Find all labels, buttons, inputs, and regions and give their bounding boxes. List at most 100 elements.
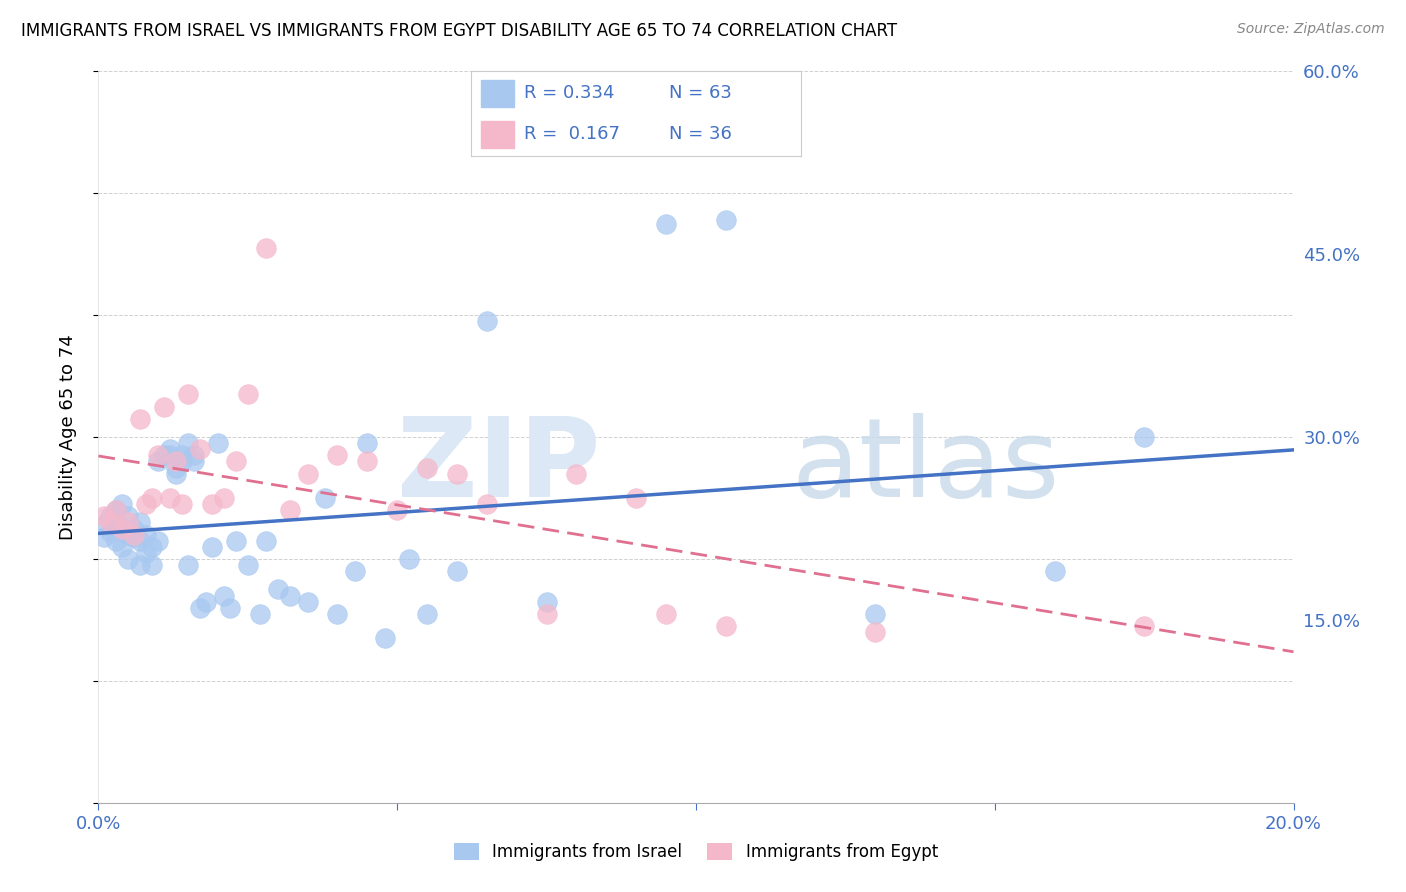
Point <box>105 533 128 548</box>
Point <box>129 412 152 426</box>
Point <box>536 607 558 621</box>
Point <box>93 530 115 544</box>
Point <box>117 552 139 566</box>
Point <box>475 497 498 511</box>
Point <box>278 503 301 517</box>
Point <box>278 589 301 603</box>
Text: ZIP: ZIP <box>396 413 600 520</box>
Point <box>177 436 200 450</box>
Point <box>129 533 152 548</box>
Point <box>129 516 152 530</box>
Point <box>98 525 122 540</box>
Legend: Immigrants from Israel, Immigrants from Egypt: Immigrants from Israel, Immigrants from … <box>447 836 945 868</box>
Point <box>416 460 439 475</box>
Point <box>183 454 205 468</box>
Point <box>117 516 139 530</box>
Point <box>124 527 146 541</box>
Point <box>153 400 176 414</box>
Point <box>356 454 378 468</box>
Point <box>865 607 887 621</box>
Point <box>565 467 588 481</box>
Point <box>398 552 420 566</box>
Point <box>124 530 146 544</box>
Point <box>141 491 163 505</box>
Point <box>1133 430 1156 444</box>
Point <box>212 589 235 603</box>
Text: R = 0.334: R = 0.334 <box>524 85 614 103</box>
Point <box>111 521 134 535</box>
Text: atlas: atlas <box>792 413 1060 520</box>
Point <box>129 558 152 573</box>
Point <box>177 558 200 573</box>
Point <box>236 387 259 401</box>
Text: IMMIGRANTS FROM ISRAEL VS IMMIGRANTS FROM EGYPT DISABILITY AGE 65 TO 74 CORRELAT: IMMIGRANTS FROM ISRAEL VS IMMIGRANTS FRO… <box>21 22 897 40</box>
Point <box>148 448 170 462</box>
Text: R =  0.167: R = 0.167 <box>524 125 620 143</box>
Point <box>172 454 194 468</box>
Point <box>148 533 170 548</box>
Bar <box>481 120 515 147</box>
Point <box>165 460 187 475</box>
Point <box>249 607 271 621</box>
Point <box>111 497 134 511</box>
Point <box>98 509 122 524</box>
Point <box>315 491 337 505</box>
Point <box>172 497 194 511</box>
Point <box>177 387 200 401</box>
Point <box>865 625 887 640</box>
Point <box>111 521 134 535</box>
Point <box>165 467 187 481</box>
Y-axis label: Disability Age 65 to 74: Disability Age 65 to 74 <box>59 334 77 540</box>
Point <box>219 600 242 615</box>
Point <box>188 600 211 615</box>
Point <box>172 448 194 462</box>
Point <box>105 503 128 517</box>
Text: N = 36: N = 36 <box>669 125 733 143</box>
Point <box>1043 564 1066 578</box>
Point <box>212 491 235 505</box>
Point <box>124 521 146 535</box>
Point <box>159 442 181 457</box>
Point <box>225 454 247 468</box>
Point <box>98 516 122 530</box>
Bar <box>481 80 515 107</box>
Point <box>183 448 205 462</box>
Point <box>326 448 349 462</box>
Point <box>267 582 290 597</box>
Point <box>416 607 439 621</box>
Point <box>105 516 128 530</box>
Point <box>165 454 187 468</box>
Point <box>93 509 115 524</box>
Point <box>135 546 157 560</box>
Point <box>111 540 134 554</box>
Point <box>236 558 259 573</box>
Point <box>225 533 247 548</box>
Point <box>655 217 678 231</box>
Point <box>297 467 319 481</box>
Point <box>385 503 409 517</box>
Point <box>536 594 558 608</box>
Point <box>159 491 181 505</box>
Point <box>1133 619 1156 633</box>
Point <box>153 448 176 462</box>
Point <box>117 509 139 524</box>
Point <box>446 564 468 578</box>
Point <box>148 454 170 468</box>
Point <box>626 491 648 505</box>
Point <box>446 467 468 481</box>
Point <box>326 607 349 621</box>
Point <box>141 558 163 573</box>
Text: Source: ZipAtlas.com: Source: ZipAtlas.com <box>1237 22 1385 37</box>
Point <box>254 241 277 255</box>
Text: N = 63: N = 63 <box>669 85 733 103</box>
Point <box>201 540 224 554</box>
Point <box>714 619 737 633</box>
Point <box>195 594 218 608</box>
Point <box>117 527 139 541</box>
Point <box>105 503 128 517</box>
Point <box>159 448 181 462</box>
Point <box>655 607 678 621</box>
Point <box>475 314 498 328</box>
Point <box>254 533 277 548</box>
Point <box>356 436 378 450</box>
